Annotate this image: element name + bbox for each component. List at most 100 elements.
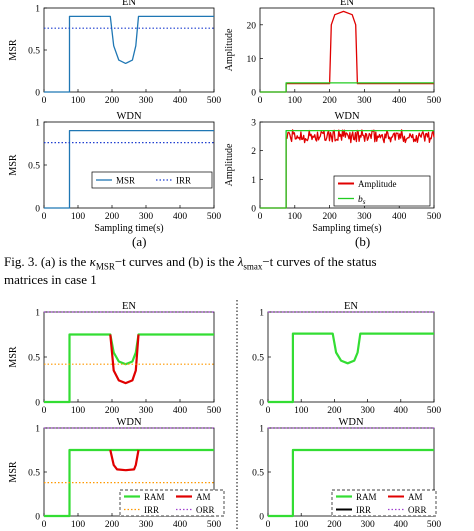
legend-box xyxy=(119,489,225,517)
caption-prefix: Fig. 3. (a) is the xyxy=(4,254,90,269)
y-tick-label: 0.5 xyxy=(28,354,40,364)
y-tick-label: 0 xyxy=(259,513,264,523)
x-tick-label: 100 xyxy=(71,212,86,222)
legend-label-orr: ORR xyxy=(408,505,427,515)
y-tick-label: 0 xyxy=(35,399,40,409)
legend-label-irr: IRR xyxy=(144,505,159,515)
x-tick-label: 200 xyxy=(322,96,337,106)
x-tick-label: 300 xyxy=(139,406,154,416)
chart-title: WDN xyxy=(338,417,363,428)
legend-label-am: AM xyxy=(408,492,423,502)
plot-frame xyxy=(259,121,435,209)
y-tick-label: 0 xyxy=(259,399,264,409)
x-tick-label: 100 xyxy=(71,96,86,106)
x-tick-label: 200 xyxy=(105,212,120,222)
y-tick-label: 1 xyxy=(35,309,40,319)
x-tick-label: 0 xyxy=(42,212,47,222)
x-tick-label: 300 xyxy=(357,96,372,106)
x-tick-label: 300 xyxy=(139,96,154,106)
caption-lambda: λ xyxy=(237,254,244,269)
x-tick-label: 0 xyxy=(266,406,271,416)
legend-label-irr: IRR xyxy=(356,505,371,515)
chart-title: WDN xyxy=(334,111,359,122)
y-axis-label: MSR xyxy=(8,346,19,367)
x-tick-label: 300 xyxy=(139,520,154,530)
subfigure-label-a: (a) xyxy=(132,234,147,249)
series-line-msr xyxy=(44,129,214,209)
caption-kappa-subscript: MSR xyxy=(95,261,115,272)
series-line-amplitude xyxy=(260,10,434,93)
x-tick-label: 400 xyxy=(392,96,407,106)
y-tick-label: 0 xyxy=(35,513,40,523)
chart-c-wdn-right: 0 100 200 300 400 500 0 0.5 1 WDN RAM AM IRR ORR xyxy=(252,417,441,530)
chart-c-en-left: 0 100 200 300 400 500 0 0.5 1 EN MSR xyxy=(8,301,221,416)
y-tick-label: 0 xyxy=(251,205,256,215)
x-tick-label: 400 xyxy=(394,520,409,530)
y-tick-label: 0.5 xyxy=(252,469,264,479)
series-line-bs xyxy=(260,82,434,93)
legend: MSR IRR xyxy=(91,171,213,189)
chart-title: EN xyxy=(344,301,358,312)
x-tick-label: 100 xyxy=(294,406,309,416)
y-tick-label: 0.5 xyxy=(252,354,264,364)
chart-c-wdn-left: 0 100 200 300 400 500 0 0.5 1 WDN MSR RAM AM IRR ORR xyxy=(8,417,225,530)
x-tick-label: 100 xyxy=(71,406,86,416)
y-tick-label: 20 xyxy=(247,21,257,31)
series-line-ram xyxy=(268,448,434,518)
y-tick-label: 0.5 xyxy=(28,469,40,479)
series-line-ram xyxy=(268,332,434,404)
x-axis-label: Sampling time(s) xyxy=(312,223,381,234)
chart-title: EN xyxy=(340,0,354,8)
y-tick-label: 2 xyxy=(251,147,256,157)
legend-label-am: AM xyxy=(196,492,211,502)
x-tick-label: 100 xyxy=(288,96,303,106)
caption-lambda-subscript: smax xyxy=(243,261,263,272)
subfigure-label-b: (b) xyxy=(355,234,371,249)
legend: RAM AM IRR ORR xyxy=(119,489,225,517)
legend: Amplitude bs xyxy=(333,175,431,207)
series-line-ram xyxy=(44,333,214,404)
x-tick-label: 200 xyxy=(327,406,342,416)
chart-a-wdn: 0 100 200 300 400 500 0 0.5 1 WDN MSR Sampling time… xyxy=(8,111,221,234)
x-tick-label: 500 xyxy=(207,520,222,530)
legend-label-amplitude: Amplitude xyxy=(358,179,397,189)
x-tick-label: 0 xyxy=(258,212,263,222)
y-tick-label: 1 xyxy=(35,119,40,129)
x-tick-label: 300 xyxy=(360,520,375,530)
x-tick-label: 0 xyxy=(42,520,47,530)
x-tick-label: 500 xyxy=(207,212,222,222)
x-tick-label: 200 xyxy=(327,520,342,530)
legend-box xyxy=(91,171,213,189)
figure-caption-line2: matrices in case 1 xyxy=(4,272,97,287)
x-tick-label: 500 xyxy=(427,520,442,530)
x-tick-label: 0 xyxy=(42,406,47,416)
chart-a-en: 0 100 200 300 400 500 0 0.5 1 EN MSR xyxy=(8,0,221,106)
y-axis-label: Amplitude xyxy=(224,143,235,186)
x-tick-label: 500 xyxy=(207,406,222,416)
legend-label-msr: MSR xyxy=(116,176,135,186)
x-tick-label: 200 xyxy=(322,212,337,222)
x-tick-label: 100 xyxy=(71,520,86,530)
caption-middle: −t curves and (b) is the xyxy=(114,254,238,269)
chart-title: EN xyxy=(122,0,136,8)
plot-frame xyxy=(259,7,435,93)
chart-c-en-right: 0 100 200 300 400 500 0 0.5 1 EN xyxy=(252,301,441,416)
y-tick-label: 10 xyxy=(247,55,257,65)
chart-title: WDN xyxy=(116,417,141,428)
x-tick-label: 400 xyxy=(392,212,407,222)
y-tick-label: 1 xyxy=(259,309,264,319)
x-tick-label: 0 xyxy=(42,96,47,106)
chart-title: EN xyxy=(122,301,136,312)
x-tick-label: 400 xyxy=(173,520,188,530)
y-tick-label: 3 xyxy=(251,119,256,129)
series-line-am xyxy=(109,449,140,472)
x-tick-label: 200 xyxy=(105,520,120,530)
y-tick-label: 0.5 xyxy=(28,47,40,57)
y-tick-label: 0.5 xyxy=(28,162,40,172)
figure-caption-line1: Fig. 3. (a) is the κMSR−t curves and (b)… xyxy=(4,254,377,275)
legend-label-irr: IRR xyxy=(176,176,191,186)
y-tick-label: 0 xyxy=(251,89,256,99)
chart-title: WDN xyxy=(116,111,141,122)
y-tick-label: 1 xyxy=(35,5,40,15)
y-tick-label: 1 xyxy=(259,425,264,435)
